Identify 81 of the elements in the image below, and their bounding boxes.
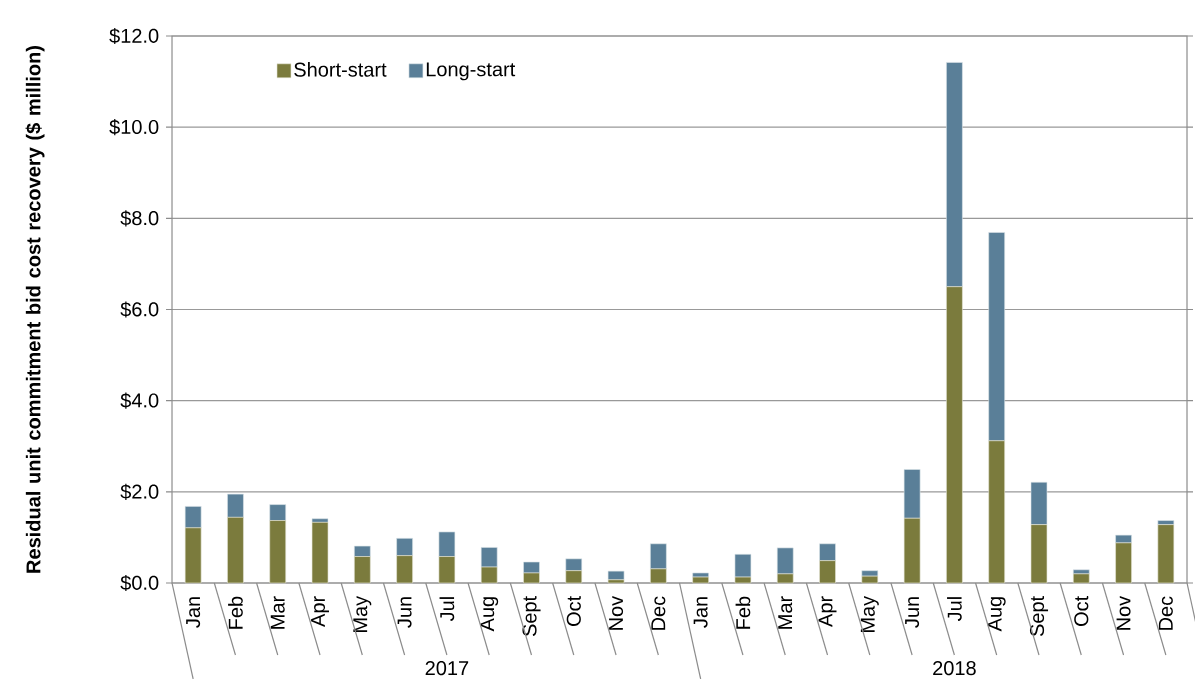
x-tick-label: Mar <box>270 596 285 629</box>
x-tick-label: Jan <box>693 597 708 628</box>
bar <box>396 538 413 556</box>
x-tick-label: Jun <box>397 597 412 628</box>
bar <box>523 561 540 574</box>
bar <box>396 555 413 584</box>
text: 2017 <box>425 661 469 676</box>
bar <box>903 517 921 584</box>
y-tick-label: $4.0 <box>120 392 159 409</box>
x-tick-label: Jul <box>947 597 962 622</box>
x-tick-label: May <box>353 595 372 632</box>
x-tick-label: Dec <box>1158 596 1173 630</box>
text: 2018 <box>933 661 976 676</box>
x-tick-label: Oct <box>566 596 581 627</box>
bar <box>819 543 836 561</box>
bar <box>607 579 625 584</box>
x-tick-label: Sept <box>522 596 541 637</box>
bar <box>988 232 1005 442</box>
bar <box>354 545 371 557</box>
bar <box>480 547 498 568</box>
bar <box>1115 542 1132 584</box>
bar <box>269 520 287 584</box>
bar <box>734 576 752 584</box>
x-tick-label: Feb <box>228 596 243 629</box>
bar <box>650 568 667 584</box>
bar <box>184 527 202 584</box>
bar <box>776 547 794 575</box>
bar <box>480 566 498 584</box>
bar <box>607 570 625 581</box>
bar <box>819 560 836 584</box>
bar <box>861 575 879 584</box>
bar <box>1030 481 1048 525</box>
y-tick-label: $8.0 <box>120 210 159 227</box>
y-axis-title: Residual unit commitment bid cost recovery ($ million) <box>25 45 45 573</box>
x-tick-label: Feb <box>735 596 751 629</box>
bar <box>1157 520 1175 525</box>
x-tick-label: Apr <box>818 596 837 627</box>
x-tick-label: May <box>860 595 879 632</box>
y-tick-label: $6.0 <box>120 301 159 318</box>
bar <box>227 517 244 584</box>
bar <box>565 570 583 584</box>
x-tick-label: Nov <box>1116 595 1131 630</box>
bar <box>1157 524 1175 584</box>
legend-label: Short-start <box>294 62 387 77</box>
bar <box>311 518 329 523</box>
bar <box>438 556 456 584</box>
x-tick-label: Aug <box>480 597 499 632</box>
bar <box>692 576 709 584</box>
bar <box>1072 573 1090 584</box>
x-tick-label: Aug <box>987 597 1006 632</box>
bar <box>311 522 329 584</box>
bar <box>734 553 752 578</box>
bar <box>946 286 963 584</box>
bar <box>1115 534 1132 544</box>
bar <box>1030 524 1048 584</box>
y-tick-label: $10.0 <box>109 119 159 136</box>
bar <box>776 573 794 584</box>
x-tick-label: Jan <box>186 597 201 628</box>
bar <box>565 558 583 571</box>
x-tick-label: Nov <box>609 595 624 630</box>
bar <box>650 543 667 570</box>
bar <box>903 469 921 519</box>
x-tick-label: Oct <box>1074 596 1089 627</box>
bar <box>946 62 963 287</box>
x-tick-label: Apr <box>311 596 329 627</box>
x-tick-label: Mar <box>778 596 793 629</box>
bar <box>988 440 1005 584</box>
y-tick-label: $0.0 <box>120 574 159 592</box>
y-tick-label: $12.0 <box>109 27 159 45</box>
x-tick-label: Jun <box>905 597 920 628</box>
bar <box>184 506 202 529</box>
y-tick-label: $2.0 <box>120 483 159 500</box>
bar <box>227 493 244 518</box>
x-tick-label: Dec <box>651 596 666 630</box>
x-tick-label: Jul <box>439 597 455 622</box>
bar <box>438 531 456 557</box>
bar <box>523 572 540 584</box>
legend-label: Long-start <box>426 62 516 81</box>
bar <box>269 504 287 521</box>
x-tick-label: Sept <box>1029 596 1049 637</box>
bar <box>354 556 371 584</box>
